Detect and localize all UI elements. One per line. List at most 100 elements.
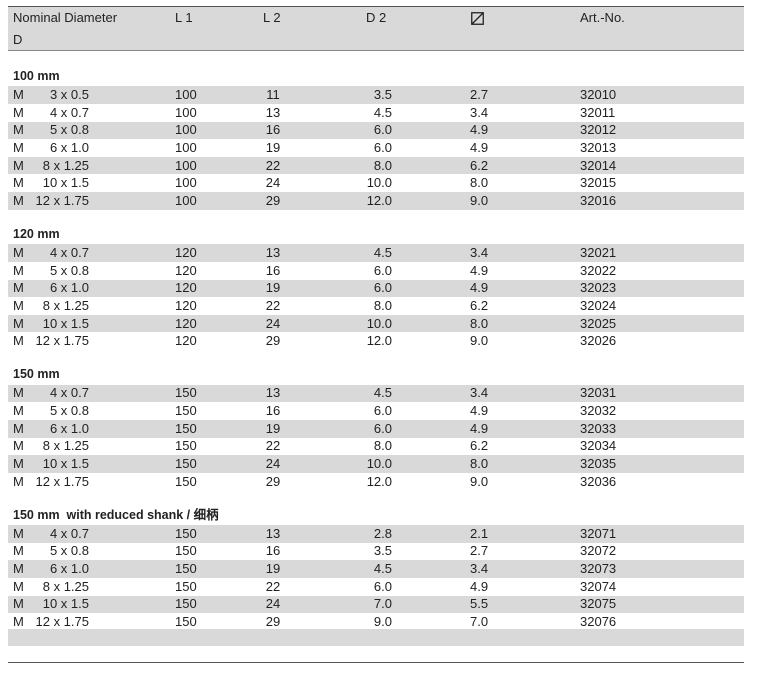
prefix: M: [13, 262, 24, 278]
l2: 24: [265, 315, 281, 331]
size: 8 x 1.25: [42, 578, 89, 594]
article-no: 32075: [580, 596, 617, 612]
l2: 29: [265, 333, 281, 349]
wrench-size: 6.2: [470, 438, 489, 454]
d2: 10.0: [366, 315, 392, 331]
article-no: 32024: [580, 298, 617, 314]
size: 10 x 1.5: [42, 175, 89, 191]
l2: 16: [265, 122, 281, 138]
l1: 120: [175, 298, 197, 314]
prefix: M: [13, 543, 24, 559]
wrench-size: 9.0: [470, 333, 489, 349]
l2: 22: [265, 298, 281, 314]
l1: 120: [175, 280, 197, 296]
row-band: [8, 279, 744, 298]
prefix: M: [13, 456, 24, 472]
wrench-size: 3.4: [470, 561, 489, 577]
l2: 22: [265, 157, 281, 173]
row-band: [8, 314, 744, 333]
article-no: 32032: [580, 403, 617, 419]
column-header: L 1: [175, 10, 193, 25]
d2: 12.0: [366, 193, 392, 209]
d2: 4.5: [373, 385, 392, 401]
wrench-size: 3.4: [470, 104, 489, 120]
prefix: M: [13, 175, 24, 191]
section-title: 150 mm: [13, 367, 60, 382]
size: 6 x 1.0: [49, 561, 89, 577]
l2: 29: [265, 193, 281, 209]
prefix: M: [13, 385, 24, 401]
l2: 29: [265, 473, 281, 489]
l1: 150: [175, 438, 197, 454]
size: 8 x 1.25: [42, 438, 89, 454]
d2: 12.0: [366, 473, 392, 489]
l2: 11: [266, 87, 280, 102]
l1: 150: [175, 543, 197, 559]
column-header: Art.-No.: [580, 10, 625, 25]
prefix: M: [13, 298, 24, 314]
size: 6 x 1.0: [49, 280, 89, 296]
prefix: M: [13, 473, 24, 489]
wrench-size: 2.1: [470, 525, 489, 541]
article-no: 32011: [580, 104, 616, 120]
size: 8 x 1.25: [42, 298, 89, 314]
d2: 6.0: [373, 403, 392, 419]
prefix: M: [13, 104, 24, 120]
column-header: L 2: [263, 10, 281, 25]
d2: 6.0: [373, 140, 392, 155]
l1: 150: [175, 456, 197, 472]
article-no: 32072: [580, 543, 617, 559]
l2: 16: [265, 543, 281, 559]
article-no: 32076: [580, 614, 617, 630]
empty-row: [8, 629, 744, 646]
d2: 3.5: [373, 543, 392, 559]
size: 5 x 0.8: [49, 543, 89, 559]
l1: 120: [175, 245, 197, 261]
wrench-size: 4.9: [470, 578, 489, 594]
prefix: M: [13, 403, 24, 419]
article-no: 32034: [580, 438, 617, 454]
d2: 3.5: [373, 87, 392, 102]
size: 10 x 1.5: [42, 596, 89, 612]
wrench-size: 4.9: [470, 140, 489, 155]
article-no: 32035: [580, 456, 617, 472]
wrench-size: 5.5: [470, 596, 489, 612]
l1: 100: [175, 157, 197, 173]
wrench-size: 6.2: [470, 157, 489, 173]
article-no: 32014: [580, 157, 617, 173]
d2: 8.0: [373, 157, 392, 173]
l2: 13: [265, 525, 281, 541]
top-rule: [8, 6, 744, 7]
article-no: 32022: [580, 262, 617, 278]
size: 12 x 1.75: [35, 614, 90, 630]
l2: 13: [265, 104, 281, 120]
prefix: M: [13, 87, 24, 102]
article-no: 32026: [580, 333, 617, 349]
size: 12 x 1.75: [35, 193, 90, 209]
d2: 6.0: [373, 578, 392, 594]
row-band: [8, 156, 744, 175]
size: 6 x 1.0: [49, 140, 89, 155]
prefix: M: [13, 614, 24, 630]
size: 6 x 1.0: [49, 420, 89, 436]
column-header: D 2: [366, 10, 387, 25]
wrench-size-icon: [471, 12, 484, 25]
row-band: [8, 455, 744, 473]
l2: 19: [265, 140, 281, 155]
article-no: 32015: [580, 175, 617, 191]
article-no: 32021: [580, 245, 617, 261]
l1: 150: [175, 473, 197, 489]
size: 10 x 1.5: [42, 456, 89, 472]
l1: 150: [175, 420, 197, 436]
wrench-size: 2.7: [470, 87, 489, 102]
prefix: M: [13, 420, 24, 436]
l2: 16: [265, 403, 281, 419]
l1: 100: [175, 87, 197, 102]
article-no: 32071: [580, 525, 617, 541]
article-no: 32013: [580, 140, 617, 155]
d2: 10.0: [366, 175, 392, 191]
article-no: 32031: [580, 385, 617, 401]
wrench-size: 4.9: [470, 403, 489, 419]
l1: 120: [175, 333, 197, 349]
